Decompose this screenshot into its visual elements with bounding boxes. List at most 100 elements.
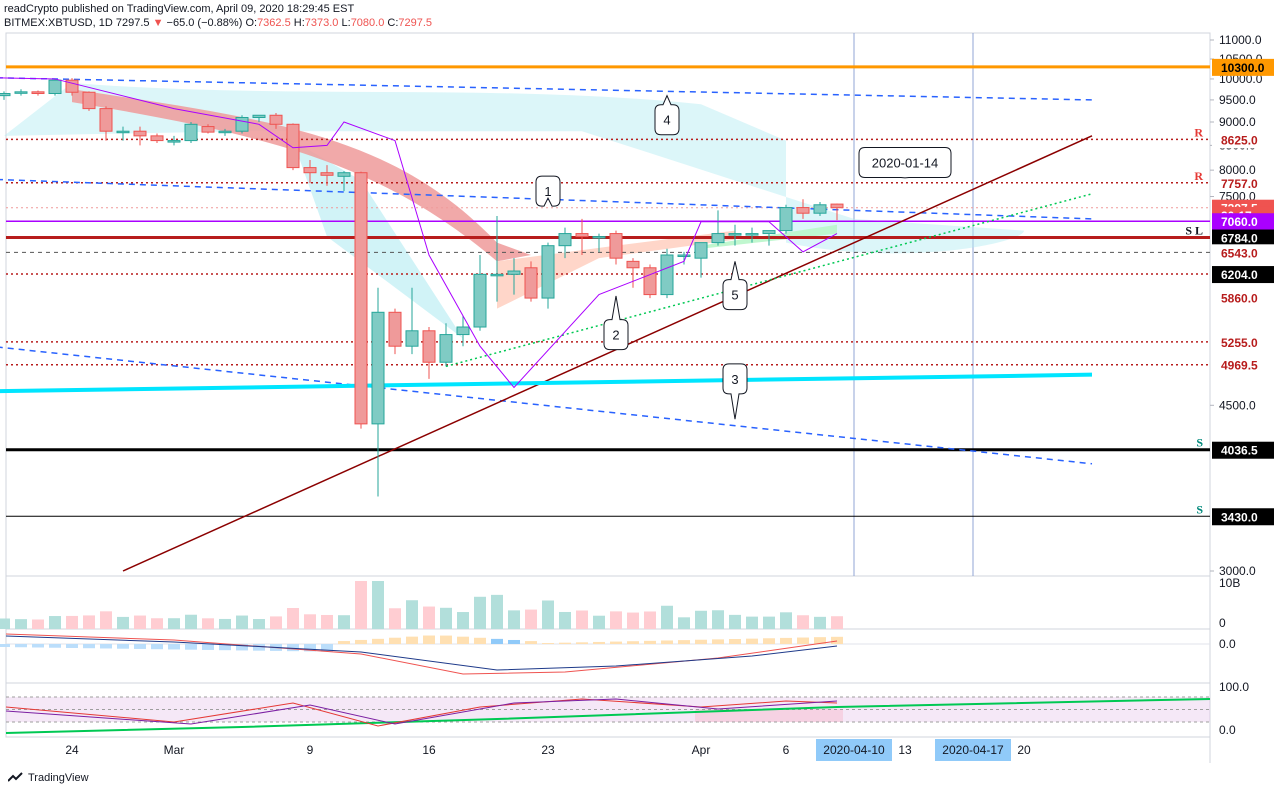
candle-body: [303, 167, 317, 174]
price-level-badge-bg: [1212, 289, 1274, 307]
macd-histogram-bar: [474, 637, 486, 644]
annotation-bubble: [722, 363, 748, 420]
candle-body: [762, 230, 776, 235]
highlighted-date-label: 2020-04-17: [942, 743, 1004, 757]
price-level-badge-bg: [1212, 213, 1274, 231]
annotation-callout: 3: [722, 363, 748, 420]
volume-bar: [542, 600, 554, 629]
volume-bar: [134, 615, 146, 629]
candle-body: [218, 130, 232, 134]
candle-body: [320, 172, 334, 176]
price-level-label: 4969.5: [1221, 359, 1258, 373]
volume-bar: [729, 614, 741, 629]
volume-bar: [66, 615, 78, 629]
price-level-badge: 4969.5: [1212, 356, 1274, 374]
volume-bar: [83, 615, 95, 629]
close-value: 7297.5: [398, 17, 433, 29]
price-level-badge: 5860.0: [1212, 289, 1274, 307]
macd-histogram-bar: [134, 644, 146, 649]
symbol-label: BITMEX:XBTUSD, 1D: [4, 17, 113, 29]
high-label: H:: [293, 17, 305, 29]
volume-bar: [321, 614, 333, 629]
candle-body: [558, 233, 572, 247]
volume-bar: [780, 612, 792, 629]
volume-bar: [219, 618, 231, 629]
low-value: 7080.0: [350, 17, 385, 29]
annotation-callout: 2: [603, 295, 629, 351]
volume-bar: [661, 605, 673, 629]
price-level-label: 5255.0: [1221, 336, 1258, 350]
trendline-support-1: [0, 346, 1093, 465]
price-level-badge: 3430.0 S: [1196, 502, 1274, 526]
macd-histogram-bar: [729, 639, 741, 644]
candle-body: [626, 260, 640, 269]
macd-histogram-bar: [372, 638, 384, 644]
macd-histogram-bar: [746, 638, 758, 644]
price-level-badge: 10300.0: [1212, 58, 1274, 76]
candle-body: [286, 123, 300, 169]
candle-body: [490, 273, 504, 277]
macd-histogram-bar: [151, 644, 163, 650]
candle-body: [541, 245, 555, 299]
volume-bar: [763, 616, 775, 629]
candle-body: [14, 91, 28, 94]
macd-histogram-bar: [593, 641, 605, 644]
annotation-label: 1: [544, 184, 551, 199]
price-level-badge: 8625.0 R: [1194, 125, 1274, 149]
close-label: C:: [387, 17, 399, 29]
candle-body: [507, 270, 521, 275]
down-triangle-icon: ▼: [152, 17, 164, 29]
macd-histogram-bar: [287, 644, 299, 652]
moving-average-ribbon: [72, 89, 531, 262]
macd-histogram-bar: [66, 644, 78, 648]
annotation-label: 2020-01-14: [872, 156, 939, 171]
footer-brand-label: TradingView: [28, 772, 89, 784]
volume-bar: [457, 612, 469, 629]
candle-body: [133, 130, 147, 137]
macd-histogram-bar: [185, 644, 197, 650]
time-tick-label: 6: [783, 743, 790, 757]
price-level-marker: S: [1196, 502, 1203, 516]
annotation-label: 3: [731, 372, 738, 387]
volume-bar: [338, 615, 350, 629]
last-price: 7297.5: [115, 17, 150, 29]
highlighted-date-label: 2020-04-10: [823, 743, 885, 757]
macd-histogram-bar: [406, 636, 418, 644]
annotation-bubble: [654, 94, 680, 136]
macd-histogram-bar: [610, 641, 622, 644]
candle-body: [609, 233, 623, 259]
price-level-badge-bg: [1212, 356, 1274, 374]
candles-group: [0, 78, 844, 497]
volume-bar: [423, 606, 435, 629]
macd-histogram-bar: [32, 644, 44, 648]
macd-histogram-bar: [508, 639, 520, 644]
macd-histogram-bar: [83, 644, 95, 649]
tradingview-logo-icon: [8, 772, 23, 782]
rsi-line-red: [5, 698, 838, 727]
candle-body: [354, 172, 368, 425]
candle-body: [405, 330, 419, 347]
candle-body: [796, 207, 810, 214]
price-level-badge: 6204.0: [1212, 266, 1274, 284]
trendline-trend-up: [122, 135, 1093, 572]
candle-body: [0, 93, 11, 97]
price-level-badge-bg: [1212, 266, 1274, 284]
volume-bar: [746, 616, 758, 629]
macd-histogram-bar: [219, 644, 231, 651]
rsi-highlight: [695, 709, 843, 722]
footer-brand: TradingView: [8, 772, 89, 784]
macd-tick-label: 0.0: [1219, 637, 1236, 651]
price-level-badge-bg: [1212, 229, 1274, 247]
annotation-bubble: [858, 147, 952, 179]
volume-bar: [0, 618, 10, 629]
macd-histogram-bar: [814, 637, 826, 644]
macd-histogram-bar: [304, 644, 316, 652]
price-level-label: 7757.0: [1221, 177, 1258, 191]
macd-line: [5, 635, 838, 671]
candle-body: [116, 130, 130, 134]
volume-bar: [712, 610, 724, 629]
time-tick-label: 9: [307, 743, 314, 757]
publisher-line: readCrypto published on TradingView.com,…: [4, 3, 355, 15]
candle-body: [779, 207, 793, 232]
